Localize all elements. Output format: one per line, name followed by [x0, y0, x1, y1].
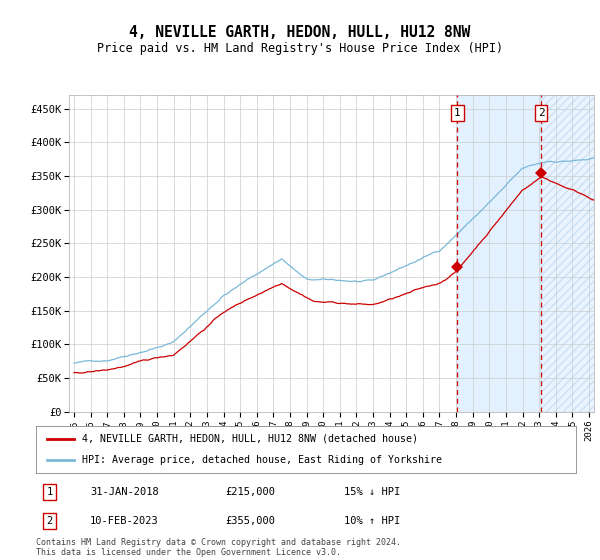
Text: 31-JAN-2018: 31-JAN-2018 — [90, 487, 159, 497]
Text: Price paid vs. HM Land Registry's House Price Index (HPI): Price paid vs. HM Land Registry's House … — [97, 42, 503, 55]
Text: 15% ↓ HPI: 15% ↓ HPI — [344, 487, 400, 497]
Text: 2: 2 — [46, 516, 53, 526]
Text: 10% ↑ HPI: 10% ↑ HPI — [344, 516, 400, 526]
Text: 10-FEB-2023: 10-FEB-2023 — [90, 516, 159, 526]
Text: 4, NEVILLE GARTH, HEDON, HULL, HU12 8NW (detached house): 4, NEVILLE GARTH, HEDON, HULL, HU12 8NW … — [82, 434, 418, 444]
Text: Contains HM Land Registry data © Crown copyright and database right 2024.
This d: Contains HM Land Registry data © Crown c… — [36, 538, 401, 557]
Text: 1: 1 — [46, 487, 53, 497]
Text: HPI: Average price, detached house, East Riding of Yorkshire: HPI: Average price, detached house, East… — [82, 455, 442, 465]
Text: £215,000: £215,000 — [225, 487, 275, 497]
Text: £355,000: £355,000 — [225, 516, 275, 526]
Bar — [541, 95, 598, 412]
Text: 4, NEVILLE GARTH, HEDON, HULL, HU12 8NW: 4, NEVILLE GARTH, HEDON, HULL, HU12 8NW — [130, 25, 470, 40]
Text: 2: 2 — [538, 108, 545, 118]
Text: 1: 1 — [454, 108, 461, 118]
Bar — [457, 95, 541, 412]
